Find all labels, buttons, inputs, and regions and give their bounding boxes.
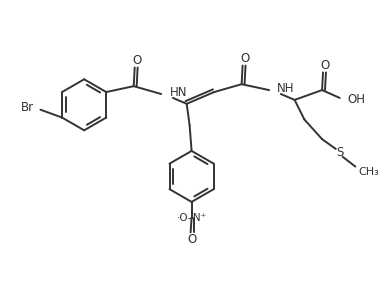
Text: ·O–N⁺: ·O–N⁺ [176, 213, 207, 223]
Text: S: S [336, 146, 343, 159]
Text: OH: OH [348, 93, 366, 106]
Text: Br: Br [20, 101, 34, 114]
Text: O: O [187, 233, 196, 246]
Text: NH: NH [277, 82, 294, 95]
Text: HN: HN [170, 86, 188, 98]
Text: O: O [320, 59, 330, 72]
Text: O: O [132, 54, 141, 67]
Text: O: O [240, 52, 249, 65]
Text: CH₃: CH₃ [359, 166, 379, 176]
